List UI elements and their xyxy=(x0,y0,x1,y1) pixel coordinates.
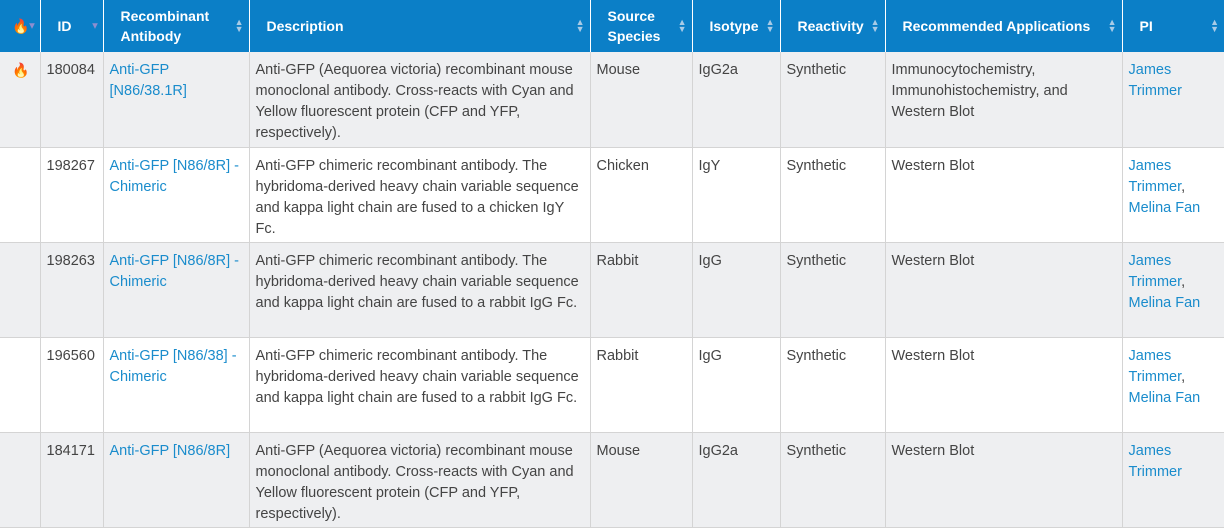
reactivity-cell: Synthetic xyxy=(780,337,886,433)
species-cell: Rabbit xyxy=(590,242,693,338)
antibody-link[interactable]: Anti-GFP [N86/8R] xyxy=(109,442,231,459)
pi-link[interactable]: Melina Fan xyxy=(1128,389,1201,406)
antibody-cell: Anti-GFP [N86/38] - Chimeric xyxy=(103,337,250,433)
reactivity-cell: Synthetic xyxy=(780,52,886,148)
antibody-cell: Anti-GFP [N86/8R] xyxy=(103,432,250,528)
sort-icon: ▲ ▼ xyxy=(1210,17,1219,34)
reactivity-cell: Synthetic xyxy=(780,147,886,243)
antibody-cell: Anti-GFP [N86/8R] - Chimeric xyxy=(103,147,250,243)
sort-icon: ▲ ▼ xyxy=(1107,17,1117,34)
sort-icon: ▲ ▼ xyxy=(765,17,775,34)
reactivity-cell: Synthetic xyxy=(780,242,886,338)
column-header-applications[interactable]: Recommended Applications ▲ ▼ xyxy=(885,0,1123,52)
antibody-link[interactable]: Anti-GFP [N86/8R] - Chimeric xyxy=(109,252,239,290)
pi-link[interactable]: Melina Fan xyxy=(1128,294,1201,311)
column-header-pi[interactable]: PI ▲ ▼ xyxy=(1122,0,1224,52)
sort-icon: ▲ ▼ xyxy=(575,17,585,34)
id-cell: 180084 xyxy=(40,52,104,148)
species-cell: Rabbit xyxy=(590,337,693,433)
hot-cell xyxy=(0,242,41,338)
hot-cell xyxy=(0,147,41,243)
species-cell: Mouse xyxy=(590,432,693,528)
column-header-isotype[interactable]: Isotype ▲ ▼ xyxy=(692,0,781,52)
header-row: 🔥 ▾ ID ▾ Recombinant Antibody ▲ ▼ Descriptio… xyxy=(0,0,1224,52)
description-cell: Anti-GFP chimeric recombinant antibody. … xyxy=(249,147,591,243)
pi-cell: James Trimmer, Melina Fan xyxy=(1122,337,1224,433)
id-cell: 184171 xyxy=(40,432,104,528)
antibody-link[interactable]: Anti-GFP [N86/8R] - Chimeric xyxy=(109,157,239,195)
sort-desc-icon: ▾ xyxy=(92,20,98,32)
description-cell: Anti-GFP (Aequorea victoria) recombinant… xyxy=(249,52,591,148)
antibody-cell: Anti-GFP [N86/8R] - Chimeric xyxy=(103,242,250,338)
id-cell: 196560 xyxy=(40,337,104,433)
antibody-link[interactable]: Anti-GFP [N86/38] - Chimeric xyxy=(109,347,237,385)
column-header-description[interactable]: Description ▲ ▼ xyxy=(249,0,591,52)
pi-link[interactable]: James Trimmer xyxy=(1128,442,1182,480)
sort-icon: ▲ ▼ xyxy=(677,17,687,34)
applications-cell: Western Blot xyxy=(885,242,1123,338)
isotype-cell: IgG xyxy=(692,337,781,433)
pi-cell: James Trimmer, Melina Fan xyxy=(1122,147,1224,243)
id-cell: 198267 xyxy=(40,147,104,243)
description-cell: Anti-GFP chimeric recombinant antibody. … xyxy=(249,242,591,338)
table-row: 196560 Anti-GFP [N86/38] - Chimeric Anti… xyxy=(0,337,1224,433)
id-cell: 198263 xyxy=(40,242,104,338)
isotype-cell: IgG2a xyxy=(692,432,781,528)
hot-cell: 🔥 xyxy=(0,52,41,148)
pi-link[interactable]: James Trimmer xyxy=(1128,347,1182,385)
description-cell: Anti-GFP (Aequorea victoria) recombinant… xyxy=(249,432,591,528)
applications-cell: Immunocytochemistry, Immunohistochemistr… xyxy=(885,52,1123,148)
hot-cell xyxy=(0,432,41,528)
fire-icon: 🔥 xyxy=(12,62,30,78)
description-cell: Anti-GFP chimeric recombinant antibody. … xyxy=(249,337,591,433)
antibody-cell: Anti-GFP [N86/38.1R] xyxy=(103,52,250,148)
pi-cell: James Trimmer xyxy=(1122,52,1224,148)
fire-icon: 🔥 xyxy=(12,18,30,34)
table-row: 184171 Anti-GFP [N86/8R] Anti-GFP (Aequo… xyxy=(0,432,1224,528)
isotype-cell: IgG xyxy=(692,242,781,338)
table-row: 198267 Anti-GFP [N86/8R] - Chimeric Anti… xyxy=(0,147,1224,243)
table-row: 🔥 180084 Anti-GFP [N86/38.1R] Anti-GFP (… xyxy=(0,52,1224,148)
applications-cell: Western Blot xyxy=(885,432,1123,528)
applications-cell: Western Blot xyxy=(885,147,1123,243)
antibody-link[interactable]: Anti-GFP [N86/38.1R] xyxy=(109,62,187,99)
column-header-id[interactable]: ID ▾ xyxy=(40,0,104,52)
sort-icon: ▲ ▼ xyxy=(234,17,244,34)
column-header-antibody[interactable]: Recombinant Antibody ▲ ▼ xyxy=(103,0,250,52)
sort-desc-icon: ▾ xyxy=(29,20,35,32)
table-row: 198263 Anti-GFP [N86/8R] - Chimeric Anti… xyxy=(0,242,1224,338)
pi-link[interactable]: James Trimmer xyxy=(1128,62,1182,99)
pi-link[interactable]: James Trimmer xyxy=(1128,157,1182,195)
pi-link[interactable]: Melina Fan xyxy=(1128,199,1201,216)
sort-icon: ▲ ▼ xyxy=(870,17,880,34)
hot-cell xyxy=(0,337,41,433)
pi-cell: James Trimmer xyxy=(1122,432,1224,528)
reactivity-cell: Synthetic xyxy=(780,432,886,528)
applications-cell: Western Blot xyxy=(885,337,1123,433)
pi-link[interactable]: James Trimmer xyxy=(1128,252,1182,290)
column-header-species[interactable]: Source Species ▲ ▼ xyxy=(590,0,693,52)
isotype-cell: IgG2a xyxy=(692,52,781,148)
isotype-cell: IgY xyxy=(692,147,781,243)
column-header-hot[interactable]: 🔥 ▾ xyxy=(0,0,41,52)
pi-cell: James Trimmer, Melina Fan xyxy=(1122,242,1224,338)
species-cell: Chicken xyxy=(590,147,693,243)
species-cell: Mouse xyxy=(590,52,693,148)
column-header-reactivity[interactable]: Reactivity ▲ ▼ xyxy=(780,0,886,52)
